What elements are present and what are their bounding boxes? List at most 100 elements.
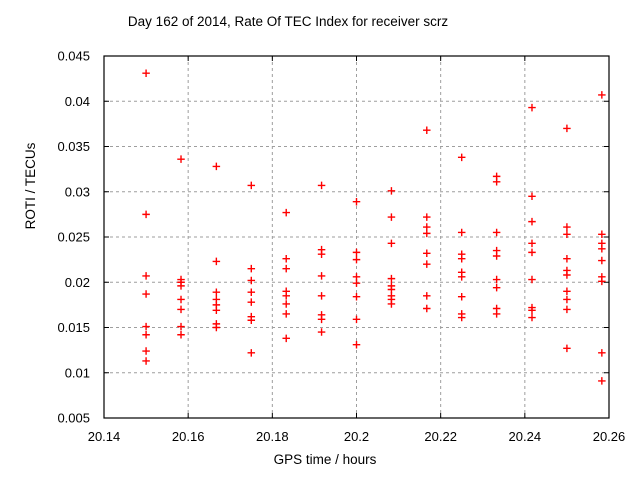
data-point-marker	[423, 260, 431, 268]
data-point-marker	[352, 315, 361, 324]
data-point-marker	[282, 208, 290, 217]
data-point-marker	[457, 228, 466, 237]
data-point-marker	[598, 349, 606, 357]
data-point-marker	[563, 271, 571, 279]
data-point-marker	[352, 340, 361, 349]
chart-title: Day 162 of 2014, Rate Of TEC Index for r…	[127, 14, 449, 29]
data-point-marker	[492, 252, 501, 260]
data-point-marker	[563, 344, 571, 353]
data-point-marker	[528, 248, 536, 257]
data-point-marker	[352, 197, 361, 206]
data-point-marker	[177, 305, 185, 314]
x-tick-label: 20.14	[88, 429, 121, 444]
data-point-marker	[598, 230, 606, 239]
data-point-marker	[528, 217, 536, 226]
x-tick-label: 20.26	[593, 429, 626, 444]
x-tick-label: 20.22	[424, 429, 457, 444]
data-point-marker	[528, 275, 536, 284]
data-point-marker	[212, 257, 221, 266]
data-point-marker	[282, 254, 290, 263]
data-point-marker	[387, 300, 396, 308]
data-point-marker	[352, 273, 361, 281]
data-point-marker	[387, 285, 396, 294]
y-tick-label: 0.01	[65, 365, 90, 380]
data-point-marker	[142, 347, 150, 355]
data-point-marker	[492, 275, 501, 284]
data-point-marker	[177, 155, 185, 163]
data-point-marker	[528, 192, 536, 201]
x-axis-label: GPS time / hours	[273, 452, 377, 467]
data-point-marker	[528, 306, 536, 315]
data-point-marker	[317, 328, 326, 336]
data-point-marker	[317, 315, 326, 324]
data-point-marker	[387, 239, 396, 248]
data-point-marker	[423, 249, 431, 258]
data-point-marker	[528, 239, 536, 248]
data-point-marker	[142, 210, 150, 219]
data-point-marker	[492, 228, 501, 237]
data-point-marker	[563, 254, 571, 263]
data-point-marker	[492, 310, 501, 318]
data-point-marker	[423, 304, 431, 313]
data-point-marker	[177, 295, 185, 304]
data-point-marker	[352, 292, 361, 301]
data-point-marker	[457, 254, 466, 263]
data-point-marker	[247, 316, 256, 325]
data-point-marker	[528, 313, 536, 322]
data-point-marker	[423, 292, 431, 300]
data-point-marker	[352, 248, 361, 257]
plot-frame	[103, 55, 610, 419]
data-point-marker	[177, 282, 185, 290]
data-point-marker	[212, 288, 221, 296]
data-point-marker	[563, 287, 571, 296]
y-tick-label: 0.035	[57, 139, 90, 154]
data-point-marker	[247, 181, 256, 190]
data-point-marker	[142, 330, 150, 339]
y-tick-label: 0.03	[65, 184, 90, 199]
data-point-marker	[563, 223, 571, 231]
data-point-marker	[563, 124, 571, 133]
y-tick-label: 0.005	[57, 411, 90, 426]
data-point-marker	[247, 264, 256, 273]
data-point-marker	[142, 69, 150, 77]
data-point-marker	[177, 330, 185, 339]
data-point-marker	[457, 273, 466, 281]
data-point-marker	[317, 181, 326, 190]
data-point-marker	[317, 272, 326, 280]
data-point-marker	[387, 187, 396, 195]
data-point-marker	[142, 272, 150, 280]
data-point-marker	[247, 298, 256, 306]
data-point-marker	[212, 306, 221, 315]
data-point-marker	[563, 230, 571, 239]
x-tick-label: 20.24	[509, 429, 542, 444]
y-tick-label: 0.025	[57, 230, 90, 245]
data-point-marker	[212, 323, 221, 332]
data-point-marker	[563, 295, 571, 304]
data-point-marker	[282, 334, 290, 343]
data-point-marker	[457, 153, 466, 162]
data-point-marker	[528, 103, 536, 112]
data-point-marker	[598, 256, 606, 265]
data-point-marker	[142, 322, 150, 331]
data-point-marker	[142, 290, 150, 298]
x-tick-label: 20.18	[256, 429, 289, 444]
data-point-marker	[212, 162, 221, 171]
data-point-marker	[282, 310, 290, 318]
y-tick-label: 0.015	[57, 320, 90, 335]
y-tick-label: 0.02	[65, 275, 90, 290]
y-axis-label: ROTI / TECUs	[23, 142, 38, 230]
data-point-marker	[317, 292, 326, 300]
data-point-marker	[457, 313, 466, 322]
data-point-marker	[598, 377, 606, 385]
data-point-marker	[423, 213, 431, 221]
data-point-marker	[282, 300, 290, 308]
x-tick-label: 20.2	[344, 429, 369, 444]
x-tick-label: 20.16	[172, 429, 205, 444]
data-point-marker	[598, 245, 606, 253]
data-point-marker	[457, 292, 466, 301]
data-point-marker	[317, 250, 326, 258]
data-point-marker	[247, 349, 256, 357]
data-point-marker	[492, 283, 501, 292]
